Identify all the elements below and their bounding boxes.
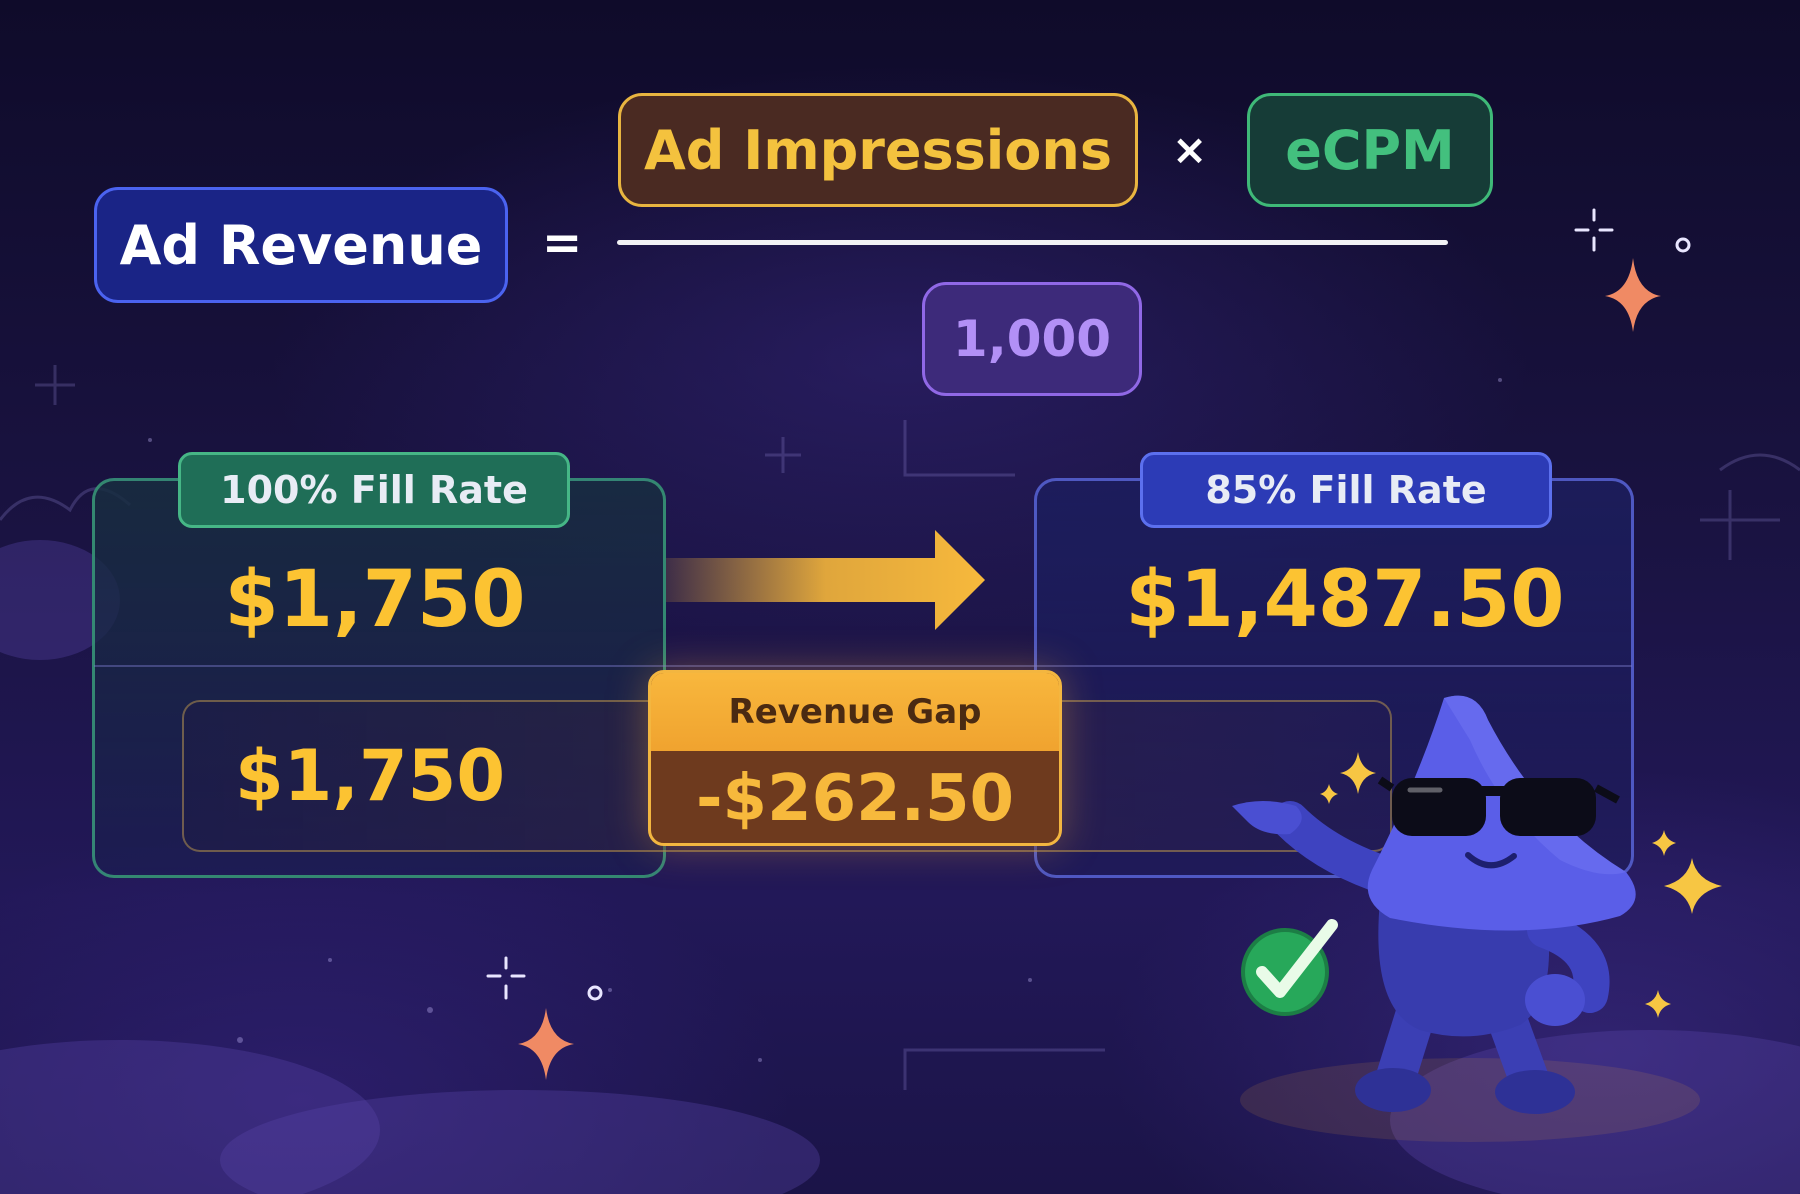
partial-fill-rate-badge: 85% Fill Rate <box>1140 452 1552 528</box>
multiply-sign: × <box>1172 125 1208 174</box>
full-fill-revenue: $1,750 <box>224 555 526 645</box>
revenue-gap-label: Revenue Gap <box>651 673 1059 751</box>
revenue-gap-value: -$262.50 <box>695 761 1015 836</box>
revenue-gap-card: Revenue Gap -$262.50 <box>648 670 1062 846</box>
ad-revenue-term: Ad Revenue <box>94 187 508 303</box>
divisor-term: 1,000 <box>922 282 1142 396</box>
row-divider <box>94 665 1632 667</box>
ad-impressions-term: Ad Impressions <box>618 93 1138 207</box>
fraction-bar <box>617 240 1448 245</box>
equals-sign: = <box>542 215 583 271</box>
ecpm-term: eCPM <box>1247 93 1493 207</box>
partial-fill-revenue: $1,487.50 <box>1125 555 1565 645</box>
baseline-revenue: $1,750 <box>234 735 506 817</box>
full-fill-rate-badge: 100% Fill Rate <box>178 452 570 528</box>
